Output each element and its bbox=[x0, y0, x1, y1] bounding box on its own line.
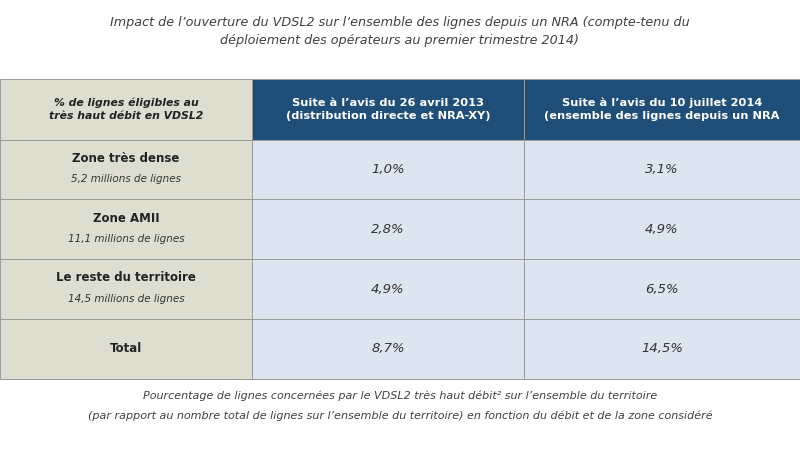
Text: Impact de l’ouverture du VDSL2 sur l’ensemble des lignes depuis un NRA (compte-t: Impact de l’ouverture du VDSL2 sur l’ens… bbox=[110, 16, 690, 29]
Text: % de lignes éligibles au
très haut débit en VDSL2: % de lignes éligibles au très haut débit… bbox=[49, 97, 203, 121]
Bar bbox=[0, 319, 252, 379]
Text: 14,5%: 14,5% bbox=[641, 342, 683, 356]
Bar bbox=[252, 140, 524, 199]
Text: Suite à l’avis du 10 juillet 2014
(ensemble des lignes depuis un NRA: Suite à l’avis du 10 juillet 2014 (ensem… bbox=[544, 97, 780, 121]
Text: 5,2 millions de lignes: 5,2 millions de lignes bbox=[71, 174, 181, 184]
Text: Pourcentage de lignes concernées par le VDSL2 très haut débit² sur l’ensemble du: Pourcentage de lignes concernées par le … bbox=[143, 390, 657, 400]
Bar bbox=[0, 79, 252, 140]
Text: Zone AMII: Zone AMII bbox=[93, 212, 159, 225]
Text: Total: Total bbox=[110, 342, 142, 356]
Text: 4,9%: 4,9% bbox=[371, 283, 405, 296]
Text: 3,1%: 3,1% bbox=[645, 163, 679, 176]
Bar bbox=[252, 259, 524, 319]
Bar bbox=[252, 319, 524, 379]
Text: Suite à l’avis du 26 avril 2013
(distribution directe et NRA-XY): Suite à l’avis du 26 avril 2013 (distrib… bbox=[286, 98, 490, 121]
Bar bbox=[524, 140, 800, 199]
Text: 2,8%: 2,8% bbox=[371, 223, 405, 236]
Text: 4,9%: 4,9% bbox=[645, 223, 679, 236]
Text: 8,7%: 8,7% bbox=[371, 342, 405, 356]
Text: Zone très dense: Zone très dense bbox=[72, 152, 180, 165]
Text: 14,5 millions de lignes: 14,5 millions de lignes bbox=[68, 294, 184, 304]
Bar bbox=[0, 259, 252, 319]
Text: (par rapport au nombre total de lignes sur l’ensemble du territoire) en fonction: (par rapport au nombre total de lignes s… bbox=[88, 410, 712, 421]
Bar bbox=[524, 199, 800, 259]
Text: 1,0%: 1,0% bbox=[371, 163, 405, 176]
Text: déploiement des opérateurs au premier trimestre 2014): déploiement des opérateurs au premier tr… bbox=[221, 34, 579, 47]
Bar bbox=[252, 79, 524, 140]
Bar bbox=[0, 140, 252, 199]
Bar bbox=[524, 259, 800, 319]
Bar bbox=[0, 199, 252, 259]
Text: Le reste du territoire: Le reste du territoire bbox=[56, 271, 196, 284]
Bar bbox=[252, 199, 524, 259]
Bar bbox=[524, 79, 800, 140]
Text: 11,1 millions de lignes: 11,1 millions de lignes bbox=[68, 234, 184, 244]
Text: 6,5%: 6,5% bbox=[645, 283, 679, 296]
Bar bbox=[524, 319, 800, 379]
